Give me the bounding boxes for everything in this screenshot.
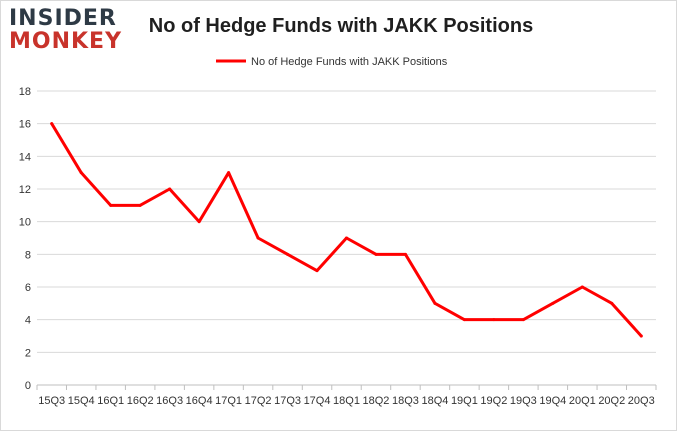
logo-line-2: MONKEY (9, 29, 123, 54)
x-tick-label: 16Q2 (127, 395, 154, 407)
data-point (492, 318, 496, 322)
data-point (286, 252, 290, 256)
data-point (580, 285, 584, 289)
y-axis: 0 2 4 6 8 10 12 14 16 18 (19, 86, 31, 392)
x-tick-label: 20Q2 (598, 395, 625, 407)
x-tick-label: 16Q1 (97, 395, 124, 407)
x-tick-label: 17Q2 (245, 395, 272, 407)
data-point (462, 318, 466, 322)
data-point (197, 220, 201, 224)
y-tick-label: 8 (25, 249, 31, 261)
legend-label: No of Hedge Funds with JAKK Positions (251, 56, 448, 68)
y-tick-label: 4 (25, 315, 31, 327)
data-point (403, 252, 407, 256)
x-tick-label: 17Q1 (215, 395, 242, 407)
data-point (256, 236, 260, 240)
y-tick-label: 18 (19, 86, 31, 98)
x-tick-label: 15Q3 (38, 395, 65, 407)
y-tick-label: 12 (19, 184, 31, 196)
x-tick-label: 19Q3 (510, 395, 537, 407)
y-tick-label: 2 (25, 347, 31, 359)
x-tick-label: 19Q2 (480, 395, 507, 407)
y-tick-label: 16 (19, 119, 31, 131)
y-tick-label: 6 (25, 282, 31, 294)
data-point (315, 269, 319, 273)
x-tick-label: 20Q1 (569, 395, 596, 407)
data-point (551, 301, 555, 305)
x-tick-label: 18Q1 (333, 395, 360, 407)
x-tick-label: 15Q4 (68, 395, 95, 407)
data-point (227, 171, 231, 175)
x-tick-label: 16Q3 (156, 395, 183, 407)
data-point (50, 122, 54, 126)
x-tick-label: 16Q4 (186, 395, 213, 407)
data-point (610, 301, 614, 305)
y-tick-label: 0 (25, 380, 31, 392)
x-tick-label: 17Q3 (274, 395, 301, 407)
data-point (345, 236, 348, 240)
data-point (639, 334, 643, 338)
legend: No of Hedge Funds with JAKK Positions (216, 56, 448, 68)
x-tick-label: 17Q4 (304, 395, 331, 407)
x-tick-label: 18Q4 (421, 395, 448, 407)
data-point (433, 301, 437, 305)
y-tick-label: 14 (19, 151, 31, 163)
insider-monkey-logo: INSIDER MONKEY (9, 7, 127, 55)
x-tick-label: 19Q4 (539, 395, 566, 407)
x-tick-label: 18Q3 (392, 395, 419, 407)
x-tick-label: 19Q1 (451, 395, 478, 407)
chart-title: No of Hedge Funds with JAKK Positions (148, 15, 534, 37)
series-layer (50, 122, 643, 338)
data-point (138, 203, 142, 207)
data-point (168, 187, 172, 191)
data-point (374, 252, 378, 256)
logo-line-1: INSIDER (9, 6, 117, 31)
x-tick-label: 20Q3 (628, 395, 655, 407)
data-point (79, 171, 83, 175)
y-tick-label: 10 (19, 217, 31, 229)
data-point (109, 203, 113, 207)
data-point (521, 318, 525, 322)
x-axis: 15Q3 15Q4 16Q1 16Q2 16Q3 16Q4 17Q1 17Q2 17Q3 17Q4… (36, 384, 657, 407)
x-tick-label: 18Q2 (363, 395, 390, 407)
